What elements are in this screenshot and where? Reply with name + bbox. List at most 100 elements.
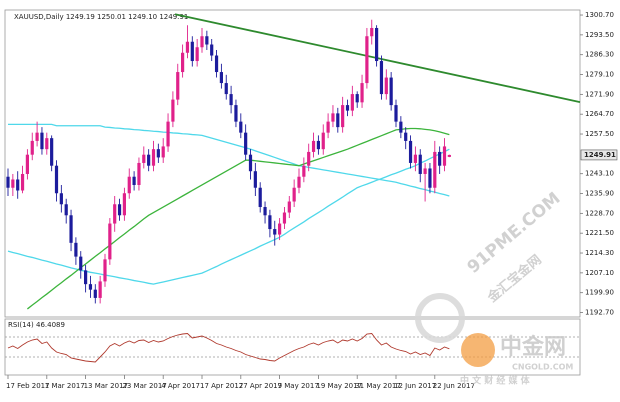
y-tick-label: 1293.50	[585, 31, 614, 39]
candle-body	[11, 179, 15, 188]
y-tick-label: 1300.70	[585, 11, 614, 19]
candle-body	[35, 132, 39, 141]
candle-body	[423, 168, 427, 174]
candle-body	[413, 154, 417, 163]
price-panel-frame	[4, 9, 581, 318]
candle-body	[311, 140, 316, 152]
candle-body	[278, 223, 282, 235]
candle-body	[181, 52, 185, 73]
candle-body	[331, 113, 335, 122]
x-tick-label: 12 Jun 2017	[394, 382, 436, 390]
y-tick-label: 1279.10	[585, 71, 614, 79]
candle-body	[117, 204, 122, 216]
y-tick-label: 1264.70	[585, 110, 614, 118]
candle-body	[428, 168, 432, 188]
candle-body	[297, 176, 301, 188]
candle-body	[30, 140, 34, 155]
candle-body	[273, 229, 277, 235]
candle-body	[345, 105, 350, 111]
candle-body	[84, 270, 88, 285]
x-tick-label: 17 Apr 2017	[200, 382, 243, 390]
candle-body	[79, 256, 83, 271]
candle-body	[336, 113, 340, 128]
candle-body	[360, 83, 364, 103]
candle-body	[321, 132, 325, 150]
candle-body	[103, 259, 107, 282]
candle-body	[205, 36, 209, 45]
candle-body	[244, 132, 248, 155]
candle-body	[88, 284, 93, 290]
candle-body	[200, 36, 204, 48]
candle-body	[379, 61, 384, 95]
price-tag	[580, 149, 618, 161]
watermark-text: 中金网	[500, 334, 566, 360]
x-tick-label: 1 Mar 2017	[45, 382, 85, 390]
candle-body	[64, 204, 68, 216]
candle-body	[156, 149, 160, 158]
candle-body	[268, 215, 272, 230]
x-tick-label: 19 May 2017	[316, 382, 362, 390]
y-tick-label: 1271.90	[585, 90, 614, 98]
y-tick-label: 1199.90	[585, 289, 614, 297]
x-tick-label: 4 Apr 2017	[161, 382, 200, 390]
candle-body	[176, 72, 180, 100]
candle-body	[210, 44, 214, 56]
y-tick-label: 1221.50	[585, 229, 614, 237]
candle-body	[350, 94, 354, 111]
candle-body	[6, 176, 10, 188]
candle-body	[370, 27, 374, 37]
candle-body	[59, 193, 63, 205]
candle-body	[108, 223, 112, 260]
candle-body	[292, 187, 296, 202]
y-tick-label: 1235.90	[585, 190, 614, 198]
candle-body	[307, 151, 311, 166]
candle-body	[229, 94, 233, 106]
candle-body	[151, 149, 156, 166]
candle-body	[122, 193, 126, 216]
candle-body	[384, 77, 388, 95]
watermark-logo	[461, 333, 495, 367]
rsi-label: RSI(14)	[8, 321, 34, 329]
candle-body	[195, 47, 199, 62]
candle-body	[447, 154, 451, 157]
moving-average	[8, 123, 450, 197]
candle-body	[161, 146, 165, 158]
x-tick-label: 23 Mar 2017	[122, 382, 166, 390]
candle-body	[219, 72, 223, 84]
y-tick-label: 1214.30	[585, 249, 614, 257]
x-tick-label: 22 Jun 2017	[433, 382, 475, 390]
candle-body	[224, 83, 228, 95]
candle-body	[45, 138, 49, 150]
x-tick-label: 27 Apr 2017	[239, 382, 282, 390]
candle-body	[142, 154, 146, 163]
candle-body	[137, 162, 141, 185]
price-tag-label: 1249.91	[584, 151, 616, 159]
candle-body	[258, 187, 262, 208]
candle-body	[127, 176, 131, 194]
candle-body	[253, 171, 257, 188]
candle-body	[438, 151, 442, 166]
watermark-text: CNGOLD.COM	[512, 363, 573, 372]
candle-body	[408, 140, 413, 163]
candle-body	[263, 207, 267, 216]
y-tick-label: 1257.50	[585, 130, 614, 138]
candle-body	[239, 121, 243, 133]
moving-average	[26, 127, 450, 310]
moving-average	[7, 148, 450, 285]
rsi-value: 46.4089	[36, 321, 65, 329]
candle-body	[185, 41, 190, 53]
candle-body	[166, 121, 170, 147]
watermark-text: 中 文 财 经 媒 体	[460, 375, 531, 387]
candle-body	[132, 176, 136, 185]
candle-body	[365, 36, 369, 84]
candle-body	[171, 99, 175, 122]
candle-body	[113, 204, 117, 224]
candle-body	[394, 105, 398, 122]
candle-body	[418, 154, 422, 174]
rsi-panel-frame	[4, 318, 581, 376]
candle-body	[302, 165, 306, 177]
candle-body	[355, 94, 359, 103]
watermark-logo	[415, 293, 465, 343]
